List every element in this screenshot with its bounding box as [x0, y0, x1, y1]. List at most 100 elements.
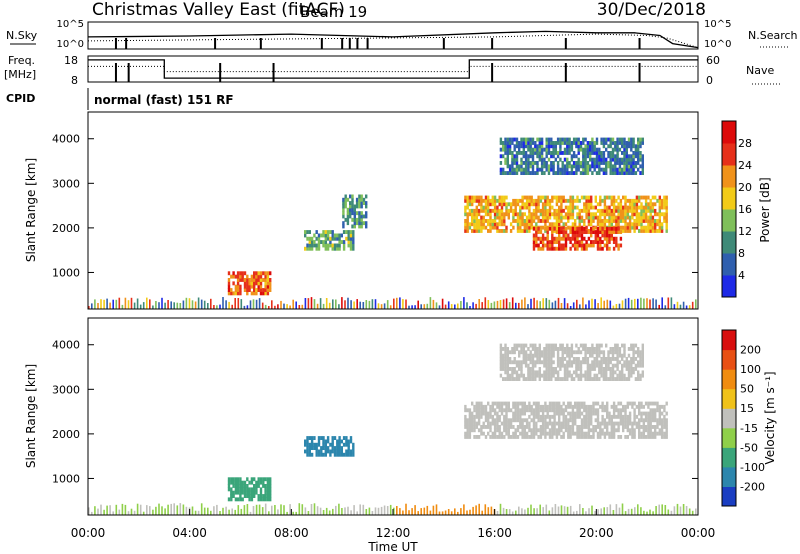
data-cell — [475, 225, 478, 230]
data-cell — [595, 343, 599, 348]
data-cell — [316, 506, 319, 515]
data-cell — [623, 373, 626, 378]
data-cell — [628, 225, 632, 230]
data-cell — [606, 219, 609, 223]
data-cell — [466, 198, 469, 203]
data-cell — [610, 425, 613, 429]
data-cell — [506, 154, 509, 159]
data-cell — [544, 226, 547, 231]
data-cell — [615, 421, 618, 426]
data-cell — [602, 137, 606, 142]
data-cell — [227, 480, 231, 485]
data-cell — [593, 363, 596, 368]
data-cell — [605, 360, 608, 365]
data-cell — [203, 300, 206, 309]
data-cell — [466, 418, 469, 423]
data-cell — [473, 198, 476, 203]
data-cell — [596, 215, 600, 220]
data-cell — [592, 411, 595, 416]
data-cell — [531, 151, 535, 155]
data-cell — [561, 377, 564, 381]
data-cell — [500, 198, 504, 203]
data-cell — [543, 357, 546, 361]
data-cell — [560, 195, 563, 200]
colorbar-segment — [722, 253, 736, 276]
data-cell — [508, 509, 511, 515]
data-cell — [624, 229, 627, 233]
data-cell — [324, 452, 327, 457]
data-cell — [591, 161, 594, 165]
data-cell — [598, 353, 601, 358]
data-cell — [575, 363, 578, 368]
data-cell — [564, 428, 568, 433]
data-cell — [359, 504, 361, 515]
data-cell — [231, 508, 233, 515]
data-cell — [484, 504, 487, 515]
data-cell — [568, 363, 571, 368]
data-cell — [525, 404, 529, 409]
data-cell — [527, 141, 530, 145]
noise-right-tick-bottom: 10^0 — [704, 39, 731, 50]
data-cell — [569, 428, 572, 433]
data-cell — [234, 487, 238, 492]
data-cell — [564, 226, 568, 231]
data-cell — [487, 401, 490, 406]
data-cell — [622, 215, 625, 220]
data-cell — [609, 154, 612, 159]
data-cell — [640, 229, 643, 233]
data-cell — [590, 428, 593, 433]
data-cell — [609, 167, 612, 172]
data-cell — [623, 350, 626, 355]
data-cell — [253, 278, 256, 282]
noise-panel-frame — [87, 21, 699, 50]
data-cell — [509, 425, 513, 429]
data-cell — [515, 141, 519, 145]
data-cell — [576, 233, 579, 238]
data-cell — [563, 357, 567, 361]
data-cell — [368, 507, 371, 515]
data-cell — [257, 281, 260, 286]
data-cell — [546, 240, 549, 244]
data-cell — [317, 442, 321, 447]
data-cell — [502, 154, 505, 159]
data-cell — [547, 167, 551, 172]
data-cell — [562, 208, 565, 213]
data-cell — [599, 195, 602, 200]
data-cell — [569, 418, 572, 423]
data-cell — [353, 505, 355, 515]
data-cell — [639, 157, 642, 162]
data-cell — [538, 157, 541, 162]
data-cell — [564, 404, 568, 409]
data-cell — [531, 157, 535, 162]
data-cell — [602, 141, 606, 145]
data-cell — [614, 157, 617, 162]
data-cell — [473, 418, 476, 423]
colorbar-segment — [722, 427, 736, 448]
data-cell — [633, 421, 636, 426]
data-cell — [326, 439, 330, 444]
data-cell — [634, 147, 638, 152]
data-cell — [246, 281, 249, 286]
data-cell — [338, 446, 341, 450]
data-cell — [228, 509, 230, 515]
data-cell — [621, 157, 624, 162]
data-cell — [605, 373, 608, 378]
data-cell — [541, 404, 545, 409]
data-cell — [377, 507, 380, 515]
data-cell — [626, 212, 629, 217]
data-cell — [624, 222, 627, 227]
data-cell — [614, 154, 617, 159]
data-cell — [525, 202, 529, 207]
data-cell — [562, 414, 565, 419]
data-cell — [546, 219, 549, 223]
data-cell — [548, 510, 551, 515]
data-cell — [574, 404, 577, 409]
data-cell — [531, 367, 535, 371]
data-cell — [556, 350, 560, 355]
data-cell — [582, 360, 585, 365]
data-cell — [253, 487, 256, 492]
data-cell — [601, 401, 604, 406]
data-cell — [315, 446, 318, 450]
data-cell — [595, 147, 599, 152]
data-cell — [155, 301, 157, 309]
